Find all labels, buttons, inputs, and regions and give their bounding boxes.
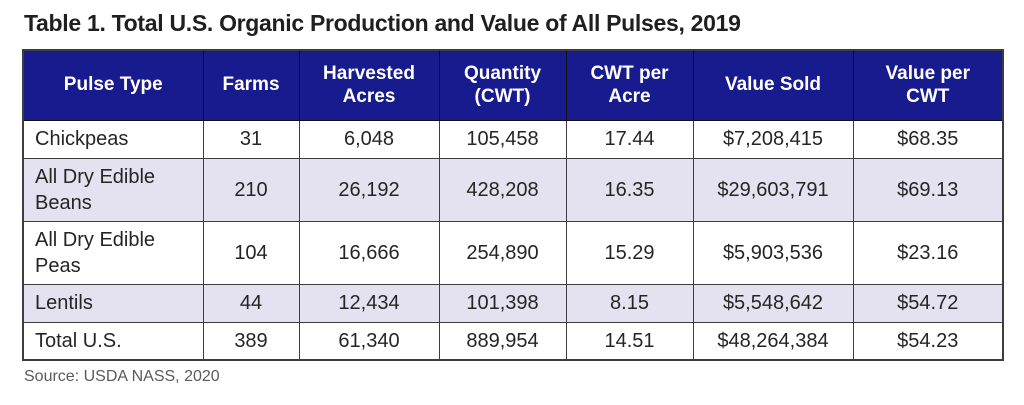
cell-value-per-cwt: $23.16 — [852, 220, 1004, 285]
col-header-harvested-acres: Harvested Acres — [298, 49, 440, 121]
col-header-quantity-cwt: Quantity (CWT) — [438, 49, 567, 121]
cell-cwt-per-acre: 17.44 — [565, 119, 694, 159]
pulses-table: Pulse Type Farms Harvested Acres Quantit… — [22, 49, 1004, 361]
cell-value-sold: $48,264,384 — [692, 321, 854, 361]
cell-pulse-type: All Dry Edible Peas — [22, 220, 204, 285]
col-header-value-per-cwt: Value per CWT — [852, 49, 1004, 121]
cell-farms: 389 — [202, 321, 300, 361]
cell-quantity-cwt: 889,954 — [438, 321, 567, 361]
cell-cwt-per-acre: 16.35 — [565, 157, 694, 222]
cell-cwt-per-acre: 14.51 — [565, 321, 694, 361]
header-row: Pulse Type Farms Harvested Acres Quantit… — [22, 49, 1004, 121]
cell-pulse-type: Total U.S. — [22, 321, 204, 361]
table-title: Table 1. Total U.S. Organic Production a… — [24, 10, 741, 36]
cell-value-per-cwt: $68.35 — [852, 119, 1004, 159]
cell-cwt-per-acre: 15.29 — [565, 220, 694, 285]
table-row-dry-edible-peas: All Dry Edible Peas 104 16,666 254,890 1… — [22, 220, 1004, 285]
cell-value-sold: $5,548,642 — [692, 283, 854, 323]
cell-value-sold: $7,208,415 — [692, 119, 854, 159]
col-header-value-sold: Value Sold — [692, 49, 854, 121]
table-row-lentils: Lentils 44 12,434 101,398 8.15 $5,548,64… — [22, 283, 1004, 323]
cell-pulse-type: Chickpeas — [22, 119, 204, 159]
cell-quantity-cwt: 254,890 — [438, 220, 567, 285]
cell-value-per-cwt: $69.13 — [852, 157, 1004, 222]
col-header-farms: Farms — [202, 49, 300, 121]
cell-quantity-cwt: 101,398 — [438, 283, 567, 323]
cell-value-per-cwt: $54.23 — [852, 321, 1004, 361]
cell-farms: 44 — [202, 283, 300, 323]
cell-farms: 31 — [202, 119, 300, 159]
cell-harvested-acres: 26,192 — [298, 157, 440, 222]
cell-harvested-acres: 6,048 — [298, 119, 440, 159]
col-header-pulse-type: Pulse Type — [22, 49, 204, 121]
cell-pulse-type: Lentils — [22, 283, 204, 323]
cell-quantity-cwt: 105,458 — [438, 119, 567, 159]
source-note: Source: USDA NASS, 2020 — [24, 368, 220, 385]
cell-pulse-type: All Dry Edible Beans — [22, 157, 204, 222]
cell-farms: 210 — [202, 157, 300, 222]
cell-value-per-cwt: $54.72 — [852, 283, 1004, 323]
cell-quantity-cwt: 428,208 — [438, 157, 567, 222]
table-row-dry-edible-beans: All Dry Edible Beans 210 26,192 428,208 … — [22, 157, 1004, 222]
cell-value-sold: $5,903,536 — [692, 220, 854, 285]
cell-harvested-acres: 12,434 — [298, 283, 440, 323]
cell-farms: 104 — [202, 220, 300, 285]
cell-cwt-per-acre: 8.15 — [565, 283, 694, 323]
col-header-cwt-per-acre: CWT per Acre — [565, 49, 694, 121]
cell-harvested-acres: 61,340 — [298, 321, 440, 361]
table-row-chickpeas: Chickpeas 31 6,048 105,458 17.44 $7,208,… — [22, 119, 1004, 159]
cell-harvested-acres: 16,666 — [298, 220, 440, 285]
cell-value-sold: $29,603,791 — [692, 157, 854, 222]
table-row-total-us: Total U.S. 389 61,340 889,954 14.51 $48,… — [22, 321, 1004, 361]
